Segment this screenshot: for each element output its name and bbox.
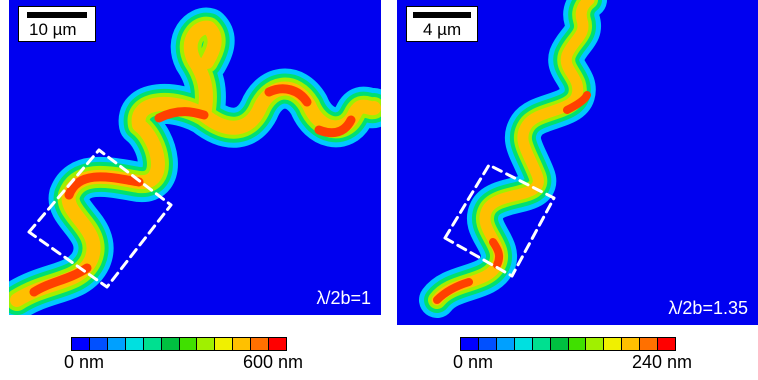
right-colorbar-max-label: 240 nm bbox=[632, 352, 693, 372]
colorbar-swatch bbox=[179, 338, 198, 350]
colorbar-swatch bbox=[89, 338, 108, 350]
colorbar-swatch bbox=[586, 338, 605, 350]
colorbar-swatch bbox=[161, 338, 180, 350]
left-colorbar-min-label: 0 nm bbox=[64, 352, 105, 372]
right-scale-bar bbox=[413, 12, 471, 18]
left-wrinkle-path bbox=[9, 7, 381, 315]
colorbar-swatch bbox=[532, 338, 551, 350]
colorbar-swatch bbox=[125, 338, 144, 350]
left-dashed-region bbox=[27, 148, 173, 289]
right-image-panel: 4 µm λ/2b=1.35 bbox=[397, 0, 758, 325]
colorbar-swatch bbox=[461, 338, 479, 350]
colorbar-swatch bbox=[568, 338, 587, 350]
left-scale-bar bbox=[27, 12, 87, 18]
left-scale-box: 10 µm bbox=[18, 6, 96, 42]
colorbar-swatch bbox=[604, 338, 623, 350]
right-scale-label: 4 µm bbox=[423, 20, 462, 39]
left-ratio-label: λ/2b=1 bbox=[316, 288, 371, 308]
colorbar-swatch bbox=[107, 338, 126, 350]
colorbar-swatch bbox=[550, 338, 569, 350]
left-colorbar-max-label: 600 nm bbox=[243, 352, 304, 372]
colorbar-swatch bbox=[658, 338, 676, 350]
left-colorbar bbox=[71, 337, 287, 351]
left-image-panel: 10 µm λ/2b=1 bbox=[9, 0, 381, 315]
right-wrinkle-path bbox=[419, 0, 607, 318]
colorbar-swatch bbox=[233, 338, 252, 350]
colorbar-swatch bbox=[640, 338, 659, 350]
colorbar-swatch bbox=[215, 338, 234, 350]
colorbar-swatch bbox=[496, 338, 515, 350]
colorbar-swatch bbox=[478, 338, 497, 350]
colorbar-swatch bbox=[72, 338, 90, 350]
colorbar-swatch bbox=[514, 338, 533, 350]
right-scale-box: 4 µm bbox=[406, 6, 478, 42]
left-wrinkle-map bbox=[9, 7, 381, 315]
right-dashed-region bbox=[443, 163, 556, 278]
colorbar-swatch bbox=[143, 338, 162, 350]
right-colorbar-min-label: 0 nm bbox=[453, 352, 494, 372]
left-scale-label: 10 µm bbox=[29, 20, 77, 39]
colorbar-swatch bbox=[269, 338, 287, 350]
colorbar-swatch bbox=[622, 338, 641, 350]
right-colorbar bbox=[460, 337, 676, 351]
right-wrinkle-map bbox=[419, 0, 607, 318]
colorbar-swatch bbox=[197, 338, 216, 350]
colorbar-swatch bbox=[251, 338, 270, 350]
right-ratio-label: λ/2b=1.35 bbox=[668, 298, 748, 318]
